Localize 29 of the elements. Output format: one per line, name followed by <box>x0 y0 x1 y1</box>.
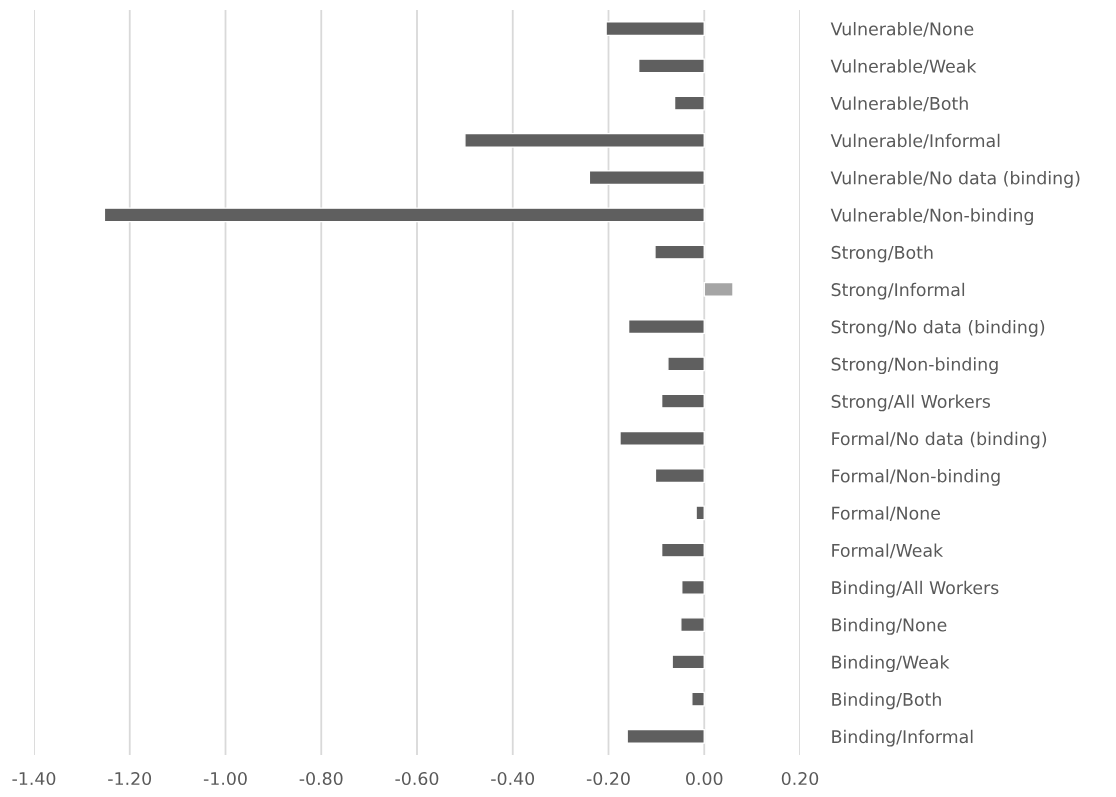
x-tick-label: -1.00 <box>203 771 247 786</box>
y-tick-label: Vulnerable/None <box>830 22 974 37</box>
y-tick-label: Binding/Weak <box>832 655 950 673</box>
y-tick-label: Vulnerable/Both <box>830 96 968 112</box>
y-tick-label: Vulnerable/Weak <box>830 59 977 75</box>
y-tick-label: Strong/All Workers <box>831 394 991 412</box>
x-tick-label: -1.40 <box>12 771 56 786</box>
y-tick-label: Strong/Non-binding <box>831 357 998 375</box>
x-tick-label: -0.80 <box>299 771 343 786</box>
x-tick-label: -0.20 <box>586 771 630 786</box>
y-tick-label: Vulnerable/Non-binding <box>830 208 1033 226</box>
x-tick-label: -0.40 <box>491 771 535 786</box>
y-tick-label: Formal/Non-binding <box>832 469 1000 486</box>
x-tick-label: -0.60 <box>395 771 439 786</box>
y-tick-label: Formal/Weak <box>832 543 944 559</box>
y-tick-label: Vulnerable/No data (binding) <box>830 171 1080 188</box>
x-tick-label: 0.00 <box>686 771 723 786</box>
y-tick-label: Formal/No data (binding) <box>832 431 1047 449</box>
y-tick-label: Binding/Informal <box>832 729 973 747</box>
y-tick-label: Strong/Both <box>831 245 933 263</box>
x-tick-label: -1.20 <box>108 771 152 786</box>
y-tick-label: Binding/None <box>832 618 947 635</box>
y-tick-label: Binding/Both <box>832 692 941 710</box>
y-tick-label: Strong/No data (binding) <box>831 320 1045 337</box>
y-tick-label: Strong/Informal <box>831 282 965 300</box>
y-tick-label: Binding/All Workers <box>832 580 999 598</box>
y-tick-label: Vulnerable/Informal <box>830 133 1000 149</box>
y-tick-label: Formal/None <box>832 506 940 522</box>
x-tick-label: 0.20 <box>781 771 819 786</box>
